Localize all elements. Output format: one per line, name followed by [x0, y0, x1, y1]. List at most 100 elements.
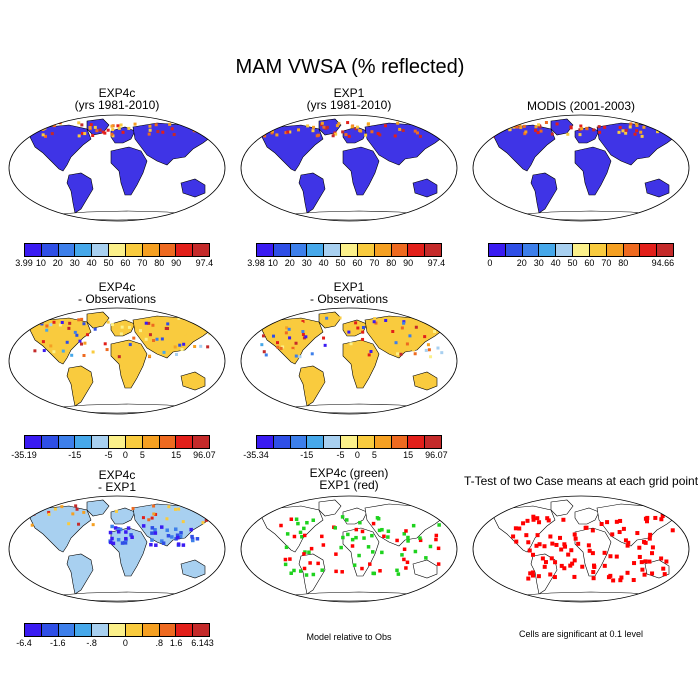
- grid-cell: [116, 537, 121, 542]
- grid-cell: [408, 334, 412, 338]
- continent-europe: [574, 507, 600, 525]
- grid-cell: [570, 561, 575, 566]
- grid-cell: [573, 536, 578, 541]
- grid-cell: [611, 578, 616, 583]
- grid-cell: [586, 543, 591, 548]
- grid-cell: [396, 572, 401, 576]
- grid-cell: [291, 346, 295, 350]
- grid-cell: [165, 517, 169, 521]
- grid-cell: [671, 121, 675, 125]
- grid-cell: [141, 516, 145, 520]
- tick-label: -5: [104, 450, 113, 460]
- continent-greenland: [318, 499, 342, 517]
- grid-cell: [175, 533, 180, 537]
- grid-cell: [534, 128, 538, 132]
- grid-cell: [277, 122, 281, 126]
- grid-cell: [111, 134, 115, 138]
- grid-cell: [411, 523, 416, 528]
- grid-cell: [261, 334, 265, 338]
- grid-cell: [335, 124, 339, 128]
- tick-label: 50: [103, 258, 114, 268]
- grid-cell: [538, 125, 542, 129]
- grid-cell: [578, 128, 582, 132]
- grid-cell: [371, 571, 375, 576]
- continent-europe: [110, 126, 136, 144]
- grid-cell: [639, 560, 644, 565]
- grid-cell: [404, 566, 408, 570]
- grid-cell: [322, 125, 326, 129]
- tick-label: 60: [352, 258, 363, 268]
- grid-cell: [413, 129, 417, 133]
- grid-cell: [664, 559, 669, 564]
- colorbar-swatch: [357, 244, 375, 256]
- grid-cell: [534, 543, 539, 548]
- grid-cell: [634, 121, 638, 125]
- grid-cell: [663, 130, 667, 134]
- grid-cell: [546, 518, 551, 523]
- grid-cell: [177, 316, 181, 320]
- grid-cell: [307, 550, 311, 554]
- colorbar-swatch: [408, 436, 426, 448]
- grid-cell: [75, 333, 79, 337]
- grid-cell: [399, 352, 403, 356]
- grid-cell: [306, 124, 310, 128]
- colorbar-swatch: [176, 436, 194, 448]
- grid-cell: [75, 507, 79, 511]
- colorbar-swatch: [176, 244, 194, 256]
- grid-cell: [405, 560, 410, 565]
- panel-title-line1: EXP4c: [98, 468, 136, 482]
- grid-cell: [292, 534, 297, 539]
- grid-cell: [260, 343, 264, 347]
- colorbar-swatch: [193, 624, 209, 636]
- continent-europe: [110, 507, 136, 525]
- grid-cell: [436, 346, 440, 350]
- grid-cell: [78, 339, 82, 343]
- grid-cell: [559, 547, 564, 552]
- grid-cell: [322, 336, 326, 340]
- grid-cell: [73, 330, 77, 334]
- colorbar-swatch: [25, 244, 42, 256]
- grid-cell: [635, 129, 639, 133]
- figure-title: MAM VWSA (% reflected): [235, 56, 465, 78]
- panel-title-line2: - Observations: [309, 292, 389, 306]
- grid-cell: [338, 316, 342, 320]
- grid-cell: [441, 320, 445, 324]
- grid-cell: [199, 344, 203, 348]
- tick-label: 5: [371, 450, 377, 460]
- grid-cell: [400, 553, 404, 557]
- grid-cell: [285, 532, 290, 536]
- grid-cell: [283, 562, 288, 567]
- grid-cell: [77, 134, 81, 138]
- grid-cell: [71, 512, 75, 516]
- grid-cell: [93, 125, 97, 129]
- grid-cell: [537, 542, 542, 547]
- map-border: [8, 307, 226, 415]
- grid-cell: [576, 541, 581, 546]
- tick-label: 0: [122, 450, 128, 460]
- grid-cell: [569, 548, 574, 553]
- grid-cell: [437, 523, 441, 527]
- grid-cell: [61, 349, 65, 353]
- grid-cell: [53, 507, 57, 511]
- tick-label: 30: [533, 258, 544, 268]
- grid-cell: [433, 329, 437, 333]
- tick-label: -15: [300, 450, 314, 460]
- grid-cell: [321, 543, 326, 547]
- grid-cell: [111, 541, 116, 546]
- colorbar-swatch: [273, 436, 291, 448]
- tick-label: 70: [137, 258, 148, 268]
- grid-cell: [325, 125, 329, 129]
- grid-cell: [308, 561, 312, 565]
- grid-cell: [178, 332, 182, 336]
- grid-cell: [156, 130, 160, 134]
- tick-label: 20: [284, 258, 295, 268]
- grid-cell: [617, 130, 621, 134]
- grid-cell: [536, 574, 541, 579]
- grid-cell: [201, 507, 205, 511]
- grid-cell: [598, 130, 602, 134]
- grid-cell: [434, 537, 438, 542]
- colorbar-swatch: [657, 244, 673, 256]
- grid-cell: [74, 504, 78, 508]
- grid-cell: [527, 548, 532, 553]
- grid-cell: [183, 332, 187, 336]
